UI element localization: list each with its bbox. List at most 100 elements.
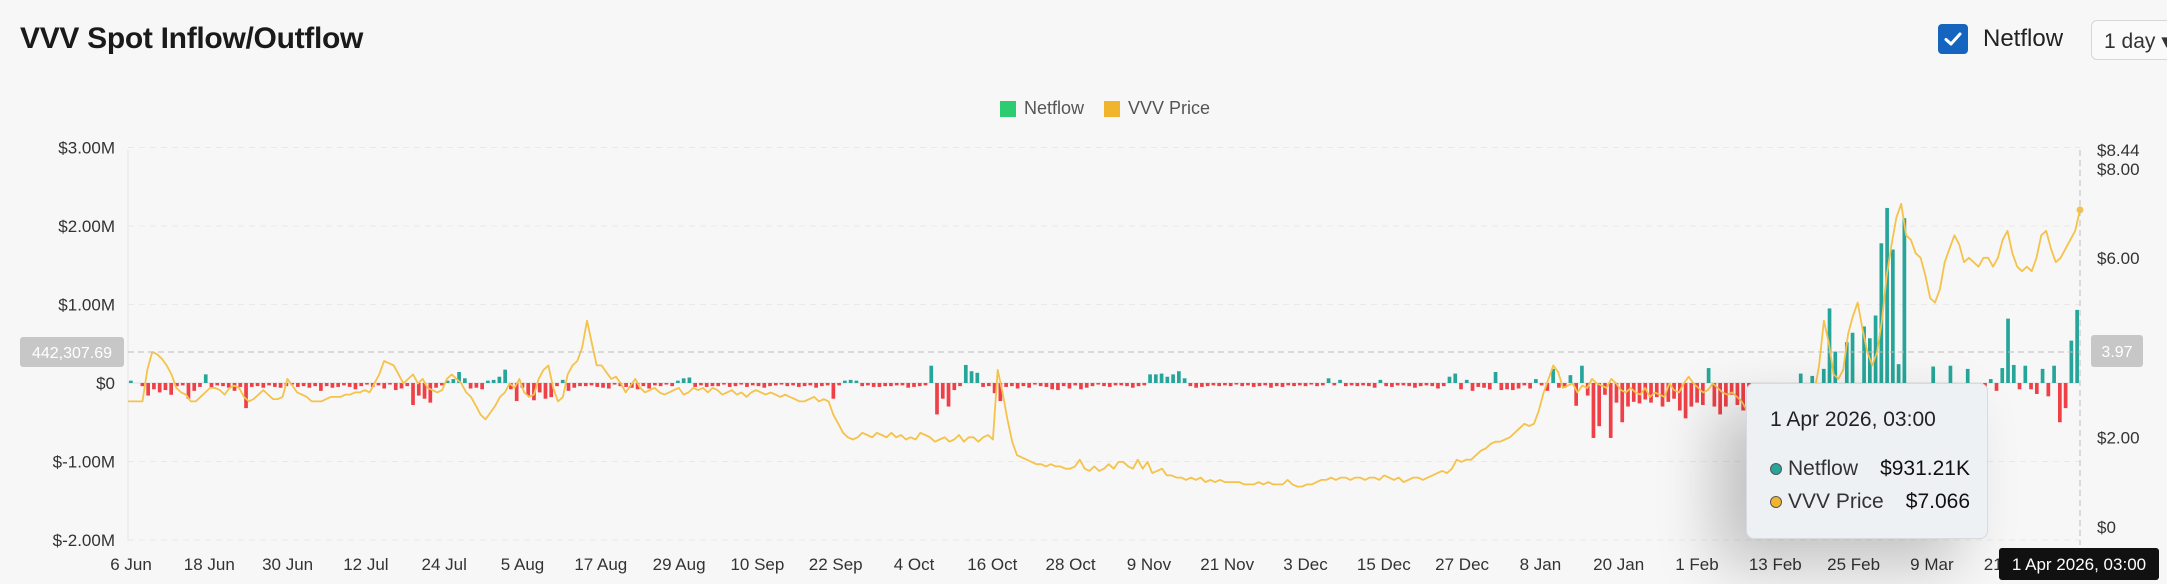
netflow-bar — [1056, 383, 1060, 391]
y-right-tick-label: $8.44 — [2097, 141, 2140, 160]
netflow-bar — [1038, 383, 1043, 387]
netflow-bar — [670, 383, 674, 387]
netflow-bar — [1850, 332, 1855, 383]
netflow-bar — [1902, 218, 1907, 383]
netflow-bar — [1050, 383, 1055, 390]
netflow-bar — [1994, 383, 1999, 391]
netflow-bar — [676, 380, 680, 383]
netflow-bar — [1879, 243, 1884, 383]
x-tick-label: 5 Aug — [501, 555, 545, 574]
netflow-bar — [1447, 376, 1452, 383]
netflow-bar — [428, 383, 433, 403]
netflow-toggle[interactable]: Netflow — [1938, 24, 2063, 54]
netflow-bar — [1712, 383, 1717, 407]
netflow-bar — [1660, 383, 1665, 407]
netflow-bar — [2040, 368, 2045, 383]
netflow-bar — [1407, 383, 1412, 387]
netflow-bar — [1885, 207, 1889, 383]
netflow-bar — [1701, 383, 1705, 405]
x-tick-label: 15 Dec — [1357, 555, 1411, 574]
netflow-bar — [733, 383, 738, 387]
x-tick-label: 9 Mar — [1910, 555, 1954, 574]
netflow-bar — [848, 379, 853, 383]
netflow-bar — [1303, 383, 1308, 387]
netflow-bar — [1631, 383, 1636, 402]
legend-label-price: VVV Price — [1128, 98, 1211, 118]
netflow-bar — [1539, 383, 1544, 386]
netflow-bar — [353, 383, 358, 390]
tooltip-label-price: VVV Price — [1788, 490, 1884, 513]
netflow-bar — [917, 383, 922, 387]
netflow-bar — [2011, 364, 2016, 383]
x-tick-label: 9 Nov — [1127, 555, 1172, 574]
netflow-bar — [1844, 342, 1849, 383]
legend-item-price[interactable]: VVV Price — [1104, 98, 1210, 119]
y-right-tick-label: $2.00 — [2097, 428, 2140, 447]
netflow-bar — [699, 383, 703, 386]
netflow-bar — [244, 383, 248, 409]
y-left-tick-label: $2.00M — [58, 217, 115, 236]
netflow-bar — [537, 383, 542, 393]
netflow-bar — [1637, 383, 1642, 404]
netflow-bar — [1079, 383, 1083, 390]
netflow-bar — [1505, 383, 1509, 390]
netflow-bar — [503, 369, 507, 383]
netflow-bar — [1223, 383, 1227, 386]
netflow-bar — [1326, 378, 1331, 383]
netflow-bar — [405, 383, 410, 387]
netflow-bar — [773, 383, 778, 386]
netflow-bar — [1251, 383, 1256, 387]
netflow-bar — [710, 383, 715, 387]
y-right-tick-label: $6.00 — [2097, 249, 2140, 268]
netflow-bar — [1257, 383, 1262, 387]
netflow-bar — [1027, 383, 1031, 388]
netflow-bar — [1349, 383, 1354, 386]
netflow-bar — [854, 380, 859, 383]
netflow-bar — [606, 383, 611, 389]
x-tick-label: 4 Oct — [894, 555, 935, 574]
crosshair-right-label: 3.97 — [2101, 344, 2132, 361]
netflow-bar — [232, 383, 237, 391]
x-tick-label: 8 Jan — [1520, 555, 1562, 574]
netflow-bar — [1568, 375, 1573, 383]
interval-select[interactable]: 1 day ▾ — [2091, 20, 2167, 60]
netflow-bar — [1706, 368, 1711, 383]
netflow-bar — [1361, 383, 1365, 386]
netflow-bar — [555, 383, 559, 387]
netflow-bar — [1614, 383, 1619, 403]
netflow-bar — [894, 383, 899, 386]
netflow-bar — [1528, 383, 1532, 389]
legend-item-netflow[interactable]: Netflow — [1000, 98, 1084, 119]
netflow-bar — [825, 383, 830, 386]
x-tick-label: 1 Feb — [1675, 555, 1718, 574]
crosshair-x-badge — [1999, 548, 2159, 580]
netflow-bar — [1436, 383, 1440, 389]
netflow-bar — [969, 371, 974, 383]
netflow-bar — [203, 374, 208, 383]
netflow-bar — [1821, 368, 1826, 383]
netflow-bar — [347, 383, 352, 387]
netflow-bar — [923, 383, 928, 386]
netflow-bar — [704, 383, 709, 387]
netflow-bar — [1033, 383, 1037, 385]
y-left-tick-label: $-1.00M — [53, 453, 115, 472]
netflow-bar — [796, 383, 801, 387]
netflow-bar — [693, 383, 698, 387]
netflow-bar — [912, 383, 916, 387]
netflow-bar — [877, 383, 882, 387]
netflow-bar — [1286, 383, 1291, 386]
netflow-checkbox[interactable] — [1938, 24, 1968, 54]
netflow-bar — [1591, 383, 1596, 438]
x-tick-label: 3 Dec — [1283, 555, 1328, 574]
netflow-bar — [745, 383, 749, 387]
crosshair: 442,307.69 3.97 1 Apr 2026, 03:00 — [20, 150, 2159, 580]
netflow-bar — [958, 383, 962, 387]
netflow-bar — [526, 383, 531, 396]
interval-value: 1 day — [2104, 30, 2156, 53]
netflow-bar — [1516, 383, 1521, 389]
x-tick-label: 29 Aug — [653, 555, 706, 574]
netflow-bar — [1395, 383, 1400, 386]
netflow-bar — [1194, 383, 1198, 388]
netflow-bar — [578, 383, 582, 387]
netflow-bar — [319, 383, 323, 391]
